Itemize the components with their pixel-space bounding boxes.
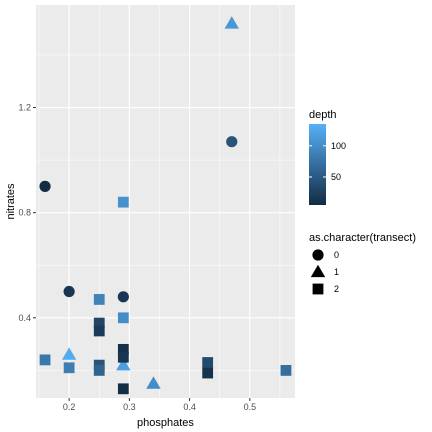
axes: 0.2 0.3 0.4 0.5 0.4 0.8 1.2 phosphates nitrates xyxy=(5,103,256,429)
shape-legend-label: 2 xyxy=(334,284,339,294)
data-point xyxy=(93,294,105,305)
data-point xyxy=(61,347,77,360)
data-point xyxy=(226,136,238,148)
shape-legend-title: as.character(transect) xyxy=(309,232,416,244)
color-legend-title: depth xyxy=(309,109,337,121)
data-point xyxy=(117,312,129,324)
data-point xyxy=(117,351,129,363)
shape-legend-label: 1 xyxy=(334,267,339,277)
legend-key-square xyxy=(312,283,324,295)
y-tick-label: 0.4 xyxy=(18,313,31,323)
data-points xyxy=(39,16,292,395)
data-point xyxy=(93,364,105,376)
data-point xyxy=(39,180,51,192)
plot-panel xyxy=(36,5,295,398)
x-tick-label: 0.4 xyxy=(183,402,196,412)
x-axis-label: phosphates xyxy=(137,417,194,429)
data-point xyxy=(93,325,105,337)
x-tick-label: 0.2 xyxy=(63,402,76,412)
legend-key-triangle xyxy=(310,264,326,278)
legend-key-circle xyxy=(312,249,324,261)
data-point xyxy=(39,354,51,366)
data-point xyxy=(280,364,292,376)
shape-legend-label: 0 xyxy=(334,250,339,260)
data-point xyxy=(202,357,214,368)
color-bar-label: 100 xyxy=(331,141,346,151)
data-point xyxy=(116,357,131,371)
x-tick-label: 0.5 xyxy=(244,402,257,412)
color-bar-label: 50 xyxy=(331,172,341,182)
y-axis-label: nitrates xyxy=(5,183,17,220)
x-tick-label: 0.3 xyxy=(123,402,136,412)
data-point xyxy=(63,285,75,298)
y-tick-label: 1.2 xyxy=(18,103,31,113)
data-point xyxy=(117,196,129,208)
data-point xyxy=(224,16,239,29)
data-point xyxy=(93,317,105,329)
data-point xyxy=(146,376,161,389)
data-point xyxy=(117,383,129,395)
legend: depth 50 100 as.character(transect) 0 1 2 xyxy=(309,109,416,295)
data-point xyxy=(117,291,129,303)
data-point xyxy=(63,362,75,374)
panel-background xyxy=(36,5,295,398)
data-point xyxy=(202,367,214,379)
color-bar xyxy=(309,124,326,205)
data-point xyxy=(117,343,129,355)
y-tick-label: 0.8 xyxy=(18,208,31,218)
